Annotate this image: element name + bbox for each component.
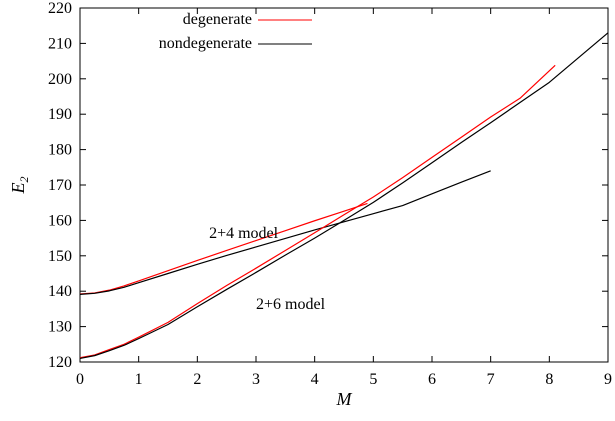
x-tick-label: 3 xyxy=(252,371,260,388)
axis-ticks xyxy=(79,7,609,363)
y-axis-label-subscript: 2 xyxy=(17,177,31,183)
y-tick-label: 210 xyxy=(48,35,72,52)
x-tick-label: 2 xyxy=(193,371,201,388)
x-tick-label: 9 xyxy=(604,371,612,388)
y-tick-label: 120 xyxy=(48,354,72,371)
x-tick-label: 4 xyxy=(311,371,319,388)
series-lines xyxy=(79,32,609,360)
annotation-2-6-model: 2+6 model xyxy=(256,296,326,313)
y-axis-label-main: E xyxy=(8,183,28,195)
x-tick-label: 5 xyxy=(369,371,377,388)
x-tick-labels: 0 1 2 3 4 5 6 7 8 9 xyxy=(76,371,612,388)
x-tick-label: 8 xyxy=(545,371,553,388)
y-tick-label: 200 xyxy=(48,71,72,88)
annotation-2-4-model: 2+4 model xyxy=(209,225,279,242)
series-line-2-6-nondegenerate xyxy=(79,32,609,360)
y-tick-label: 130 xyxy=(48,319,72,336)
x-tick-label: 1 xyxy=(135,371,143,388)
y-tick-label: 160 xyxy=(48,212,72,229)
series-line-2-4-degenerate xyxy=(79,202,368,295)
x-axis-label: M xyxy=(336,389,353,409)
legend-label-degenerate: degenerate xyxy=(183,11,252,28)
y-tick-label: 140 xyxy=(48,283,72,300)
x-tick-label: 6 xyxy=(428,371,436,388)
series-line-2-4-nondegenerate xyxy=(79,170,491,295)
y-tick-label: 180 xyxy=(48,142,72,159)
y-tick-label: 220 xyxy=(48,0,72,17)
y-tick-label: 150 xyxy=(48,248,72,265)
y-tick-label: 170 xyxy=(48,177,72,194)
y-tick-labels: 120 130 140 150 160 170 180 190 200 210 220 xyxy=(48,0,72,371)
x-tick-label: 0 xyxy=(76,371,84,388)
x-tick-label: 7 xyxy=(487,371,495,388)
legend-label-nondegenerate: nondegenerate xyxy=(159,35,252,52)
y-axis-label: E2 xyxy=(8,177,31,195)
y-tick-label: 190 xyxy=(48,106,72,123)
series-line-2-6-degenerate xyxy=(79,64,556,359)
legend: degenerate nondegenerate xyxy=(159,11,312,52)
plot-frame xyxy=(79,7,609,363)
